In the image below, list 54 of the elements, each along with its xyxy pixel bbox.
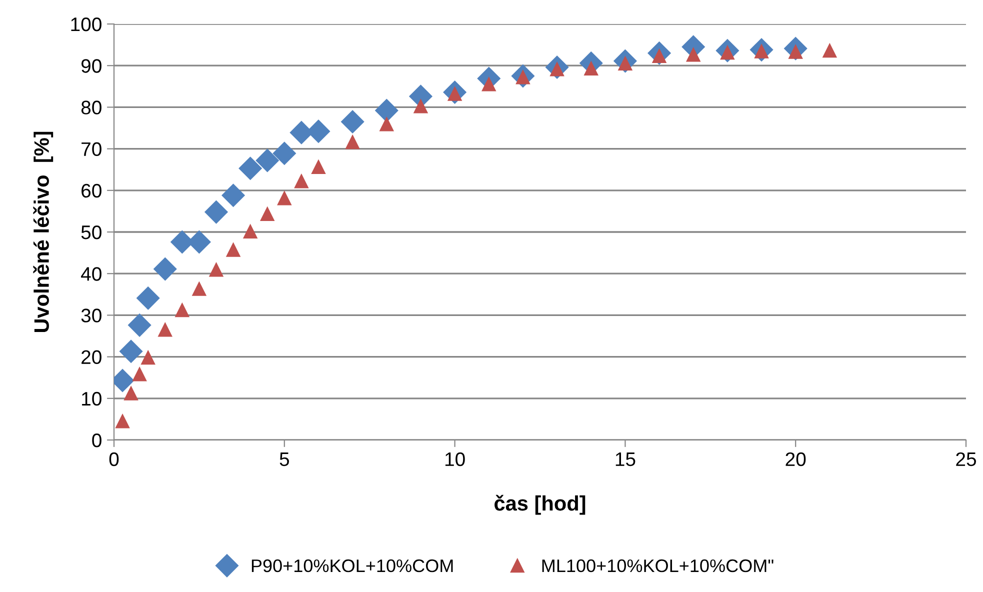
- point: [686, 48, 700, 62]
- y-tick-label: 80: [81, 100, 102, 114]
- point: [272, 142, 296, 165]
- y-tick-label: 40: [81, 267, 102, 281]
- point: [414, 99, 428, 114]
- point: [222, 184, 245, 207]
- point: [136, 286, 160, 310]
- point: [154, 258, 177, 281]
- y-tick-label: 50: [81, 225, 102, 240]
- legend-label: P90+10%KOL+10%COM: [252, 559, 453, 572]
- point: [290, 121, 313, 144]
- y-tick-label: 90: [81, 59, 102, 73]
- point: [132, 367, 147, 382]
- x-tick-label: 0: [109, 452, 119, 466]
- point: [238, 156, 262, 180]
- point: [175, 303, 190, 318]
- point: [158, 322, 172, 337]
- point: [380, 117, 394, 132]
- point: [243, 224, 258, 239]
- x-tick-label: 15: [616, 452, 636, 466]
- point: [277, 191, 292, 206]
- point: [584, 62, 598, 76]
- point: [256, 148, 279, 172]
- point: [141, 350, 156, 365]
- x-axis-title: čas [hod]: [494, 494, 586, 515]
- y-tick-label: 0: [92, 433, 102, 448]
- y-tick-label: 100: [71, 17, 102, 32]
- y-tick-label: 20: [82, 350, 102, 364]
- point: [260, 207, 274, 222]
- point: [226, 242, 240, 257]
- x-tick-label: 5: [280, 452, 289, 466]
- y-tick-label: 30: [81, 308, 102, 322]
- point: [341, 110, 364, 134]
- point: [346, 135, 360, 150]
- y-tick-label: 60: [82, 184, 102, 198]
- point: [192, 282, 206, 296]
- point: [209, 262, 224, 277]
- point: [116, 414, 130, 428]
- x-tick-label: 10: [445, 452, 465, 466]
- point: [312, 160, 326, 174]
- point: [128, 314, 152, 337]
- y-axis-title: Uvolněné léčivo [%]: [33, 132, 54, 332]
- point: [124, 386, 138, 400]
- y-tick-label: 70: [82, 142, 102, 156]
- x-tick-label: 25: [956, 452, 976, 466]
- point: [375, 99, 398, 122]
- y-tick-label: 10: [82, 392, 102, 406]
- point: [822, 44, 837, 58]
- point: [204, 200, 228, 224]
- legend-label: ML100+10%KOL+10%COM": [542, 559, 774, 572]
- point: [120, 340, 143, 363]
- x-tick-label: 20: [786, 452, 806, 466]
- point: [482, 77, 496, 92]
- point: [294, 174, 308, 188]
